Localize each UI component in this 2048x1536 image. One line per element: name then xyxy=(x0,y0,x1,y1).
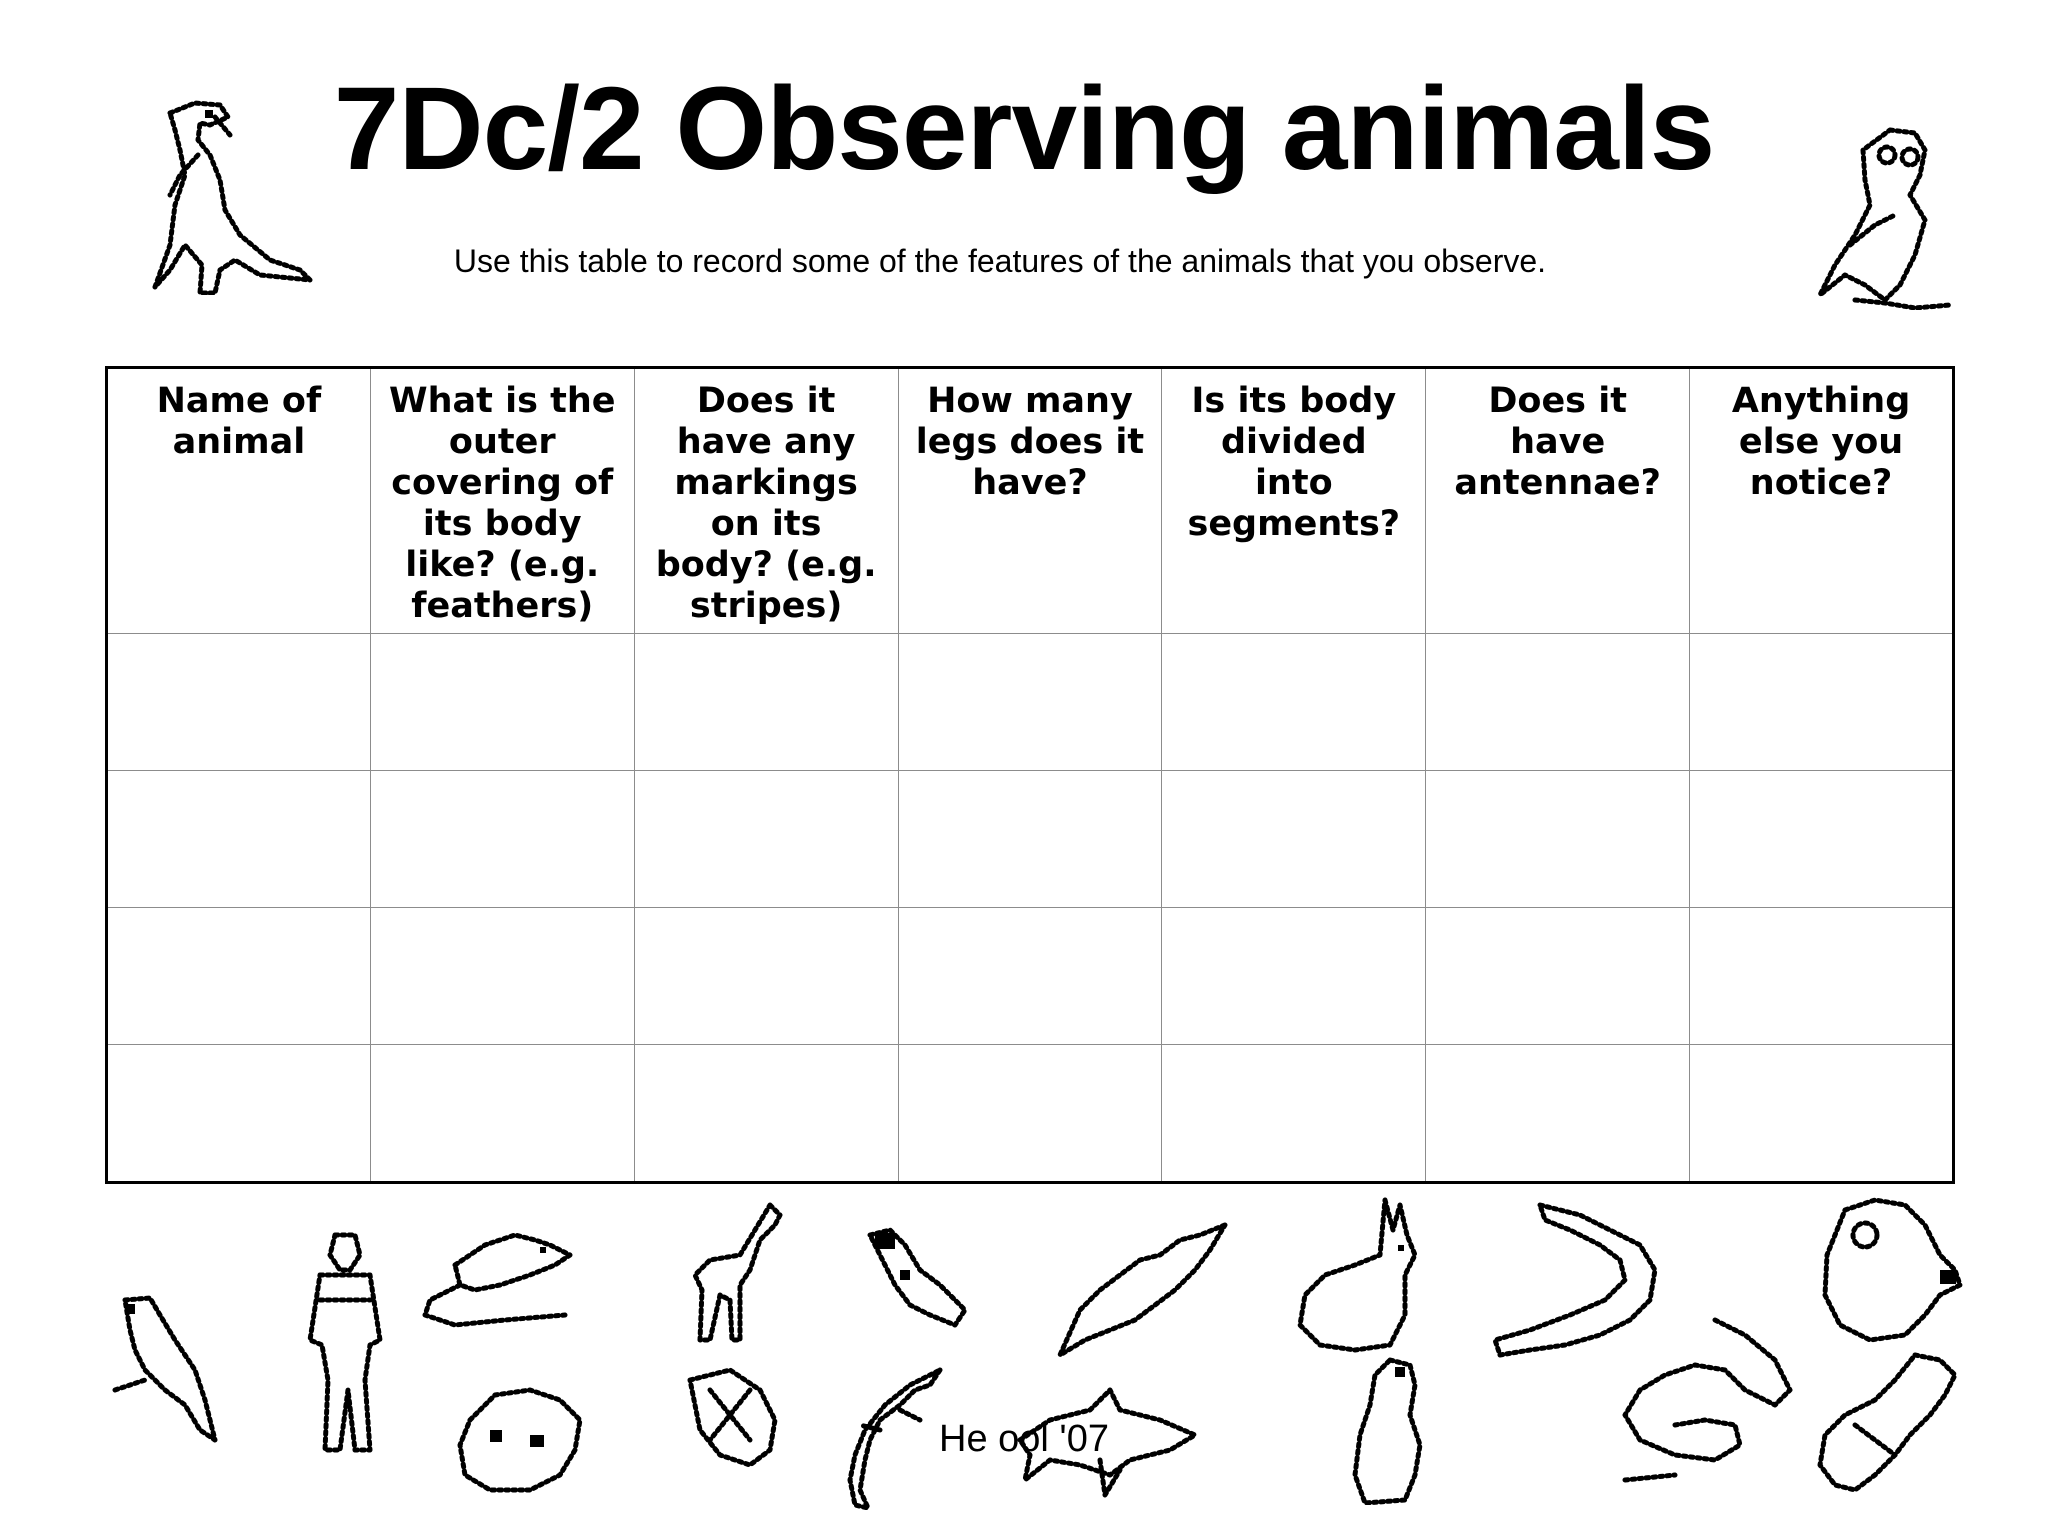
dinosaur-icon xyxy=(140,95,315,295)
bat-icon xyxy=(1050,1215,1230,1360)
rat-icon xyxy=(415,1215,575,1335)
table-cell[interactable] xyxy=(1689,907,1954,1045)
table-cell[interactable] xyxy=(106,770,371,908)
table-cell[interactable] xyxy=(369,633,635,771)
table-cell[interactable] xyxy=(1425,1044,1691,1183)
column-header-name: Name of animal xyxy=(106,367,371,634)
table-cell[interactable] xyxy=(369,907,635,1045)
shark-icon xyxy=(1010,1380,1200,1500)
column-header-legs: How many legs does it have? xyxy=(897,367,1163,634)
table-cell[interactable] xyxy=(897,633,1163,771)
table-cell[interactable] xyxy=(1689,1044,1954,1183)
hare-icon xyxy=(1295,1195,1430,1355)
parrot-icon xyxy=(105,1290,225,1450)
table-cell[interactable] xyxy=(897,770,1163,908)
table-cell[interactable] xyxy=(1161,633,1427,771)
table-cell[interactable] xyxy=(633,1044,899,1183)
table-cell[interactable] xyxy=(369,770,635,908)
observation-table: Name of animal What is the outer coverin… xyxy=(105,366,1955,1184)
table-cell[interactable] xyxy=(1425,770,1691,908)
person-icon xyxy=(300,1230,390,1460)
table-row xyxy=(106,907,1954,1045)
table-cell[interactable] xyxy=(1689,633,1954,771)
column-header-other: Anything else you notice? xyxy=(1689,367,1954,634)
column-header-segments: Is its body divided into segments? xyxy=(1161,367,1427,634)
column-header-markings: Does it have any markings on its body? (… xyxy=(633,367,899,634)
table-cell[interactable] xyxy=(1161,907,1427,1045)
table-cell[interactable] xyxy=(633,770,899,908)
table-cell[interactable] xyxy=(633,907,899,1045)
table-cell[interactable] xyxy=(1161,1044,1427,1183)
table-row xyxy=(106,1044,1954,1183)
column-header-antennae: Does it have antennae? xyxy=(1425,367,1691,634)
column-header-outer-covering: What is the outer covering of its body l… xyxy=(369,367,635,634)
giraffe-icon xyxy=(680,1200,790,1345)
lizard-icon xyxy=(840,1360,950,1510)
bird-icon xyxy=(860,1225,970,1340)
table-header-row: Name of animal What is the outer coverin… xyxy=(106,367,1954,634)
table-cell[interactable] xyxy=(106,633,371,771)
owl-icon xyxy=(1815,125,1965,310)
table-cell[interactable] xyxy=(633,633,899,771)
insect-icon xyxy=(680,1360,790,1470)
page-title: 7Dc/2 Observing animals xyxy=(333,63,1716,195)
penguin-icon xyxy=(1335,1355,1435,1505)
table-row xyxy=(106,633,1954,771)
crocodile-icon xyxy=(1490,1200,1660,1360)
monkey-icon xyxy=(1815,1195,1965,1345)
tortoise-icon xyxy=(1815,1345,1965,1495)
table-cell[interactable] xyxy=(106,1044,371,1183)
instructions-text: Use this table to record some of the fea… xyxy=(453,243,1547,279)
snake-icon xyxy=(1615,1310,1795,1490)
table-row xyxy=(106,770,1954,908)
table-cell[interactable] xyxy=(369,1044,635,1183)
table-cell[interactable] xyxy=(897,907,1163,1045)
table-cell[interactable] xyxy=(106,907,371,1045)
table-cell[interactable] xyxy=(897,1044,1163,1183)
toad-icon xyxy=(450,1380,590,1500)
table-cell[interactable] xyxy=(1689,770,1954,908)
table-cell[interactable] xyxy=(1425,633,1691,771)
table-cell[interactable] xyxy=(1161,770,1427,908)
table-cell[interactable] xyxy=(1425,907,1691,1045)
